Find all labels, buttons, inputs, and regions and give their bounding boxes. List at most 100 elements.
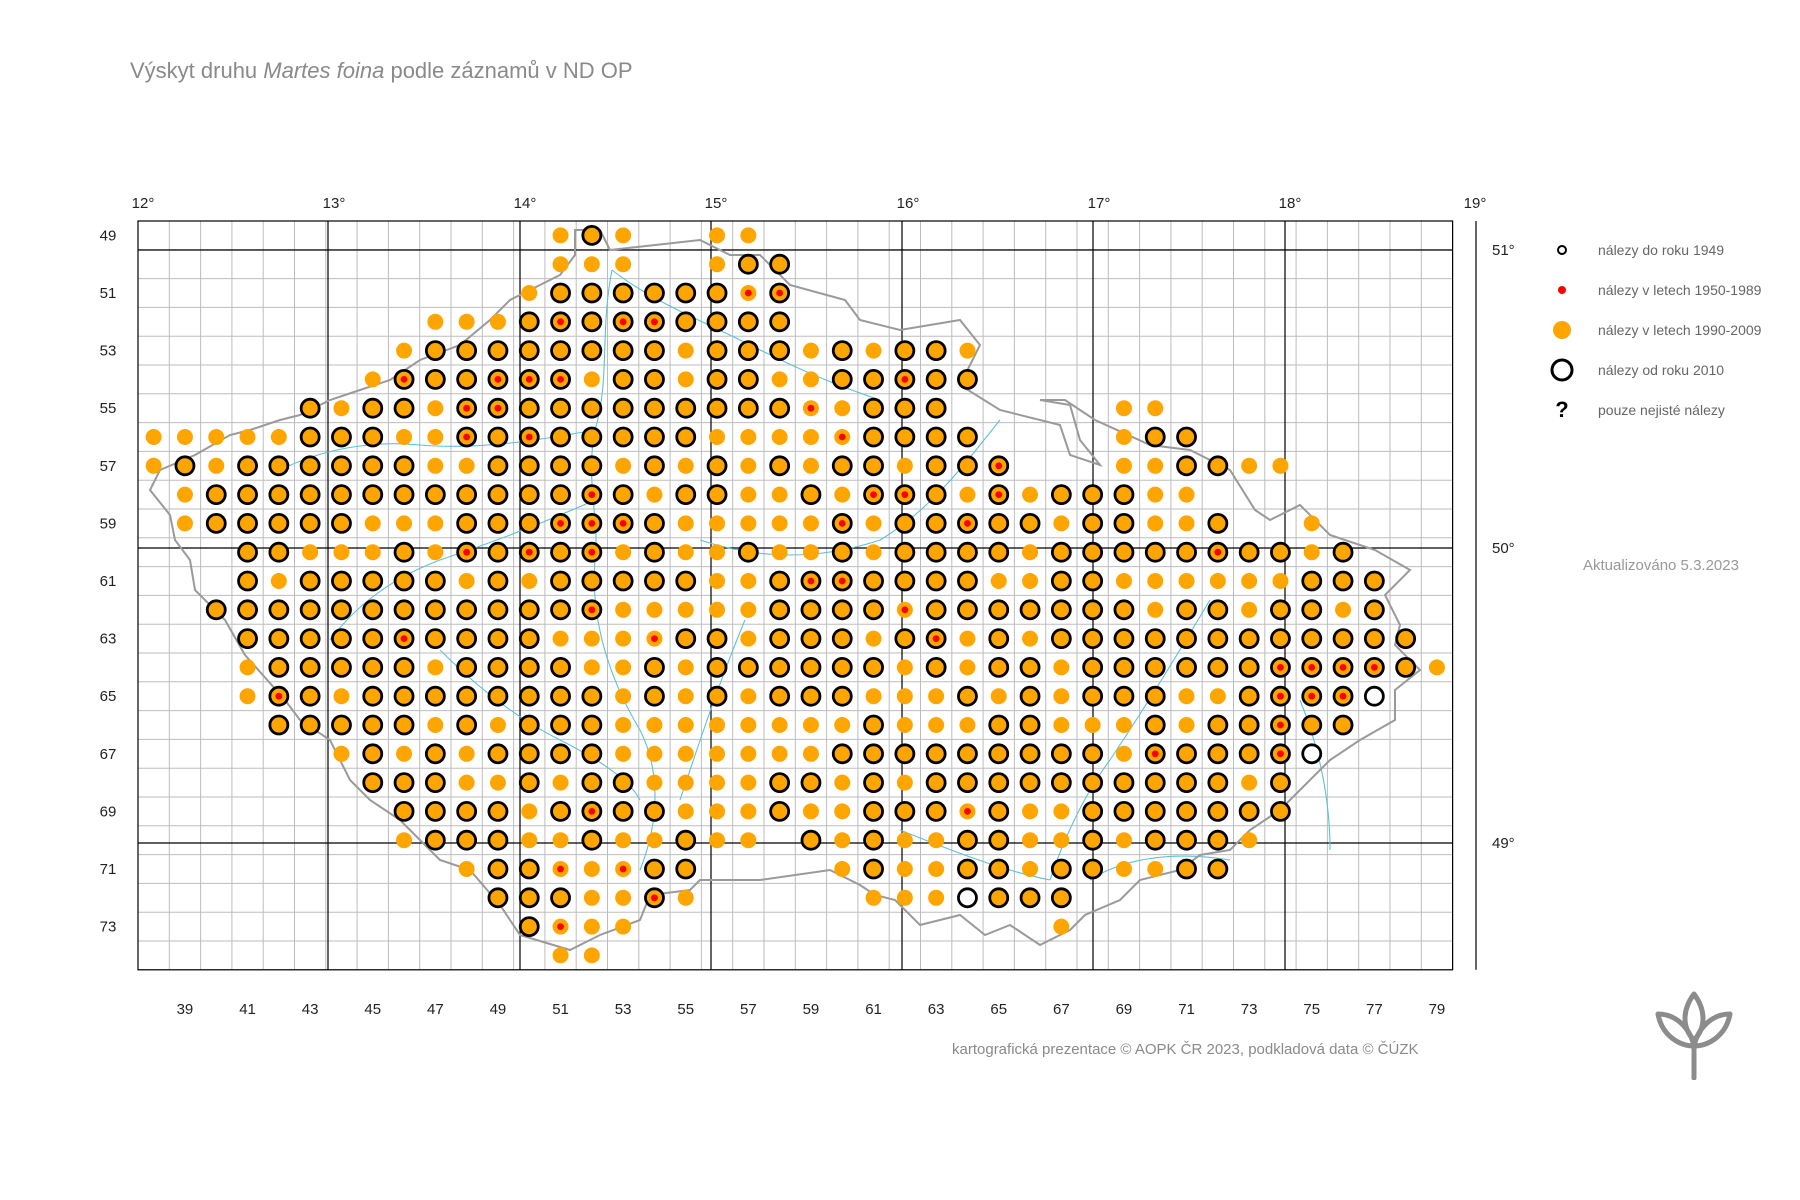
dot-orange-ringed	[1176, 858, 1197, 880]
dot-orange-ringed	[1082, 599, 1104, 621]
dot-orange-ringed	[487, 685, 509, 707]
dot-orange-ringed	[456, 513, 478, 534]
dot-orange-ringed	[1113, 801, 1135, 822]
dot-orange	[677, 745, 694, 762]
dot-red-center	[901, 491, 909, 498]
dot-orange	[1115, 429, 1132, 445]
legend-item-pre1949: nálezy do roku 1949	[1548, 230, 1798, 270]
dot-orange	[865, 342, 882, 359]
dot-orange	[740, 486, 757, 503]
dot-orange	[865, 515, 882, 532]
dot-orange	[615, 889, 632, 906]
dot-orange-ringed	[706, 628, 728, 649]
dot-orange-ringed	[299, 599, 321, 621]
credit-text: kartografická prezentace © AOPK ČR 2023,…	[952, 1041, 1419, 1058]
dot-orange-ringed	[393, 397, 415, 419]
dot-orange-ringed	[237, 570, 258, 592]
col-label: 77	[1366, 1001, 1383, 1018]
dot-orange-ringed	[612, 282, 634, 304]
dot-orange	[928, 832, 945, 849]
latitude-label: 49°	[1492, 835, 1515, 852]
dot-orange-ringed	[581, 714, 603, 736]
dot-orange-ringed	[331, 484, 352, 506]
col-label: 51	[552, 1001, 569, 1018]
dot-orange-ringed	[1144, 772, 1166, 793]
dot-orange-ringed	[1113, 599, 1135, 621]
legend-item-uncertain: ? pouze nejisté nálezy	[1548, 390, 1798, 430]
dot-red-center	[964, 520, 971, 527]
dot-red-center	[901, 606, 909, 614]
dot-red-center	[1308, 692, 1316, 700]
dot-orange-ringed	[769, 340, 791, 362]
dot-orange	[709, 601, 726, 618]
dot-orange-ringed	[800, 484, 822, 506]
dot-orange-ringed	[237, 628, 258, 649]
map-frame	[137, 220, 1454, 971]
dot-orange	[802, 544, 819, 561]
dot-orange-ringed	[1082, 801, 1104, 822]
dot-orange	[709, 573, 726, 589]
legend-symbol-y1950_1989-icon	[1548, 276, 1576, 304]
dot-red-center	[275, 692, 283, 700]
dot-orange-ringed	[550, 282, 571, 304]
dot-orange-ringed	[1113, 541, 1135, 563]
dot-orange-ringed	[362, 772, 384, 793]
dot-orange-ringed	[299, 513, 321, 534]
dot-orange-ringed	[706, 397, 728, 419]
dot-orange-ringed	[863, 801, 884, 822]
dot-orange	[1022, 861, 1039, 877]
dot-red-center	[619, 865, 627, 873]
dot-orange-ringed	[1395, 657, 1417, 678]
dot-orange	[270, 573, 287, 589]
dot-orange	[458, 861, 475, 877]
dot-orange-ringed	[424, 570, 446, 592]
dot-orange	[1303, 515, 1320, 532]
dot-orange-ringed	[831, 685, 853, 707]
dot-orange-ringed	[237, 484, 258, 506]
longitude-label: 18°	[1279, 195, 1302, 212]
dot-orange-ringed	[362, 628, 384, 649]
dot-orange-ringed	[1207, 628, 1229, 649]
dot-orange-ringed	[299, 484, 321, 506]
longitude-label: 12°	[132, 195, 155, 212]
dot-orange-ringed	[1238, 685, 1260, 707]
row-label: 73	[100, 919, 117, 936]
dot-orange-ringed	[831, 541, 853, 563]
dot-orange-ringed	[925, 541, 947, 563]
dot-orange-ringed	[957, 743, 978, 765]
dot-orange-ringed	[863, 829, 884, 851]
dot-orange-ringed	[769, 599, 791, 621]
dot-red-center	[807, 404, 815, 412]
dot-orange	[709, 774, 726, 791]
dot-orange	[740, 803, 757, 820]
dot-orange-ringed	[518, 685, 540, 707]
dot-orange	[270, 429, 287, 445]
updated-date: Aktualizováno 5.3.2023	[1583, 557, 1739, 574]
dot-orange-ringed	[644, 368, 665, 390]
dot-orange-ringed	[1332, 570, 1354, 592]
dot-orange	[615, 745, 632, 762]
dot-orange-ringed	[1113, 628, 1135, 649]
dot-orange-ringed	[1270, 628, 1291, 649]
dot-orange-ringed	[393, 541, 415, 563]
dot-orange-ringed	[1332, 541, 1354, 563]
dot-orange-ringed	[550, 484, 571, 506]
dot-orange-ringed	[706, 340, 728, 362]
dot-orange-ringed	[393, 599, 415, 621]
dot-orange-ringed	[1082, 628, 1104, 649]
dot-orange-ringed	[1176, 743, 1197, 765]
dot-orange-ringed	[268, 513, 290, 534]
dot-orange-ringed	[1019, 887, 1041, 909]
dot-orange-ringed	[518, 513, 540, 534]
dot-red-center	[463, 548, 471, 556]
dot-orange	[865, 544, 882, 561]
dot-orange	[740, 601, 757, 618]
dot-orange-ringed	[456, 368, 478, 390]
dot-orange-ringed	[1301, 599, 1323, 621]
dot-orange-ringed	[644, 340, 665, 362]
dot-orange	[677, 371, 694, 388]
dot-orange	[1053, 832, 1070, 849]
title-suffix: podle záznamů v ND OP	[384, 58, 633, 83]
dot-orange-ringed	[1050, 772, 1072, 793]
